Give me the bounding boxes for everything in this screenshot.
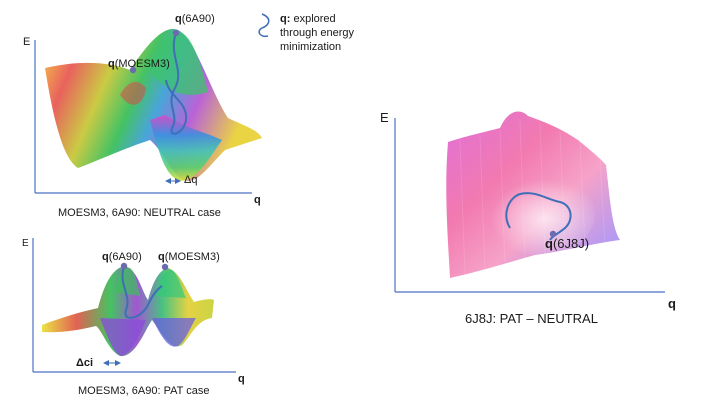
neutral-6a90-marker [172,29,180,37]
neutral-moesm3-marker [129,66,137,74]
6j8j-q-axis-label: q [668,296,676,311]
pat-delta-label: Δci [76,357,94,369]
pat-moesm3-label: q(MOESM3) [158,251,220,263]
6j8j-caption: 6J8J: PAT – NEUTRAL [465,311,598,326]
neutral-q-axis-label: q [254,194,261,206]
pat-surface-well-1 [100,318,146,356]
legend-text: q: explored through energy minimization [280,13,354,53]
6j8j-label: q(6J8J) [545,236,590,251]
neutral-energy-surface [45,29,262,181]
pat-surface-well-2 [152,318,196,347]
pat-q-axis-label: q [238,373,245,385]
6j8j-surface-mesh [459,119,606,276]
neutral-exploration-path [165,32,188,135]
neutral-panel [34,29,262,194]
legend-path-icon [258,13,270,38]
pat-6a90-label: q(6A90) [102,251,142,263]
6j8j-exploration-path [505,192,572,241]
pat-surface-peak-1 [114,267,140,296]
pat-neutral-panel [394,111,665,293]
neutral-6a90-label: q(6A90) [175,13,215,25]
pat-surface-peak-2 [156,269,186,298]
pat-panel [32,238,236,373]
pat-6a90-marker [120,262,128,270]
neutral-surface-peak [150,31,208,95]
neutral-energy-axis-label: E [23,36,31,48]
6j8j-marker [549,230,557,238]
neutral-moesm3-label: q(MOESM3) [108,58,170,70]
6j8j-surface-highlight [485,175,595,255]
pat-exploration-path [121,265,163,319]
neutral-surface-well [150,115,222,181]
neutral-delta-label: Δq [184,174,198,186]
pat-moesm3-marker [161,263,169,271]
6j8j-energy-axis-label: E [380,110,389,125]
neutral-surface-secondary-peak [120,81,146,105]
neutral-caption: MOESM3, 6A90: NEUTRAL case [58,207,221,219]
pat-energy-axis-label: E [22,238,29,249]
pat-caption: MOESM3, 6A90: PAT case [78,385,210,397]
